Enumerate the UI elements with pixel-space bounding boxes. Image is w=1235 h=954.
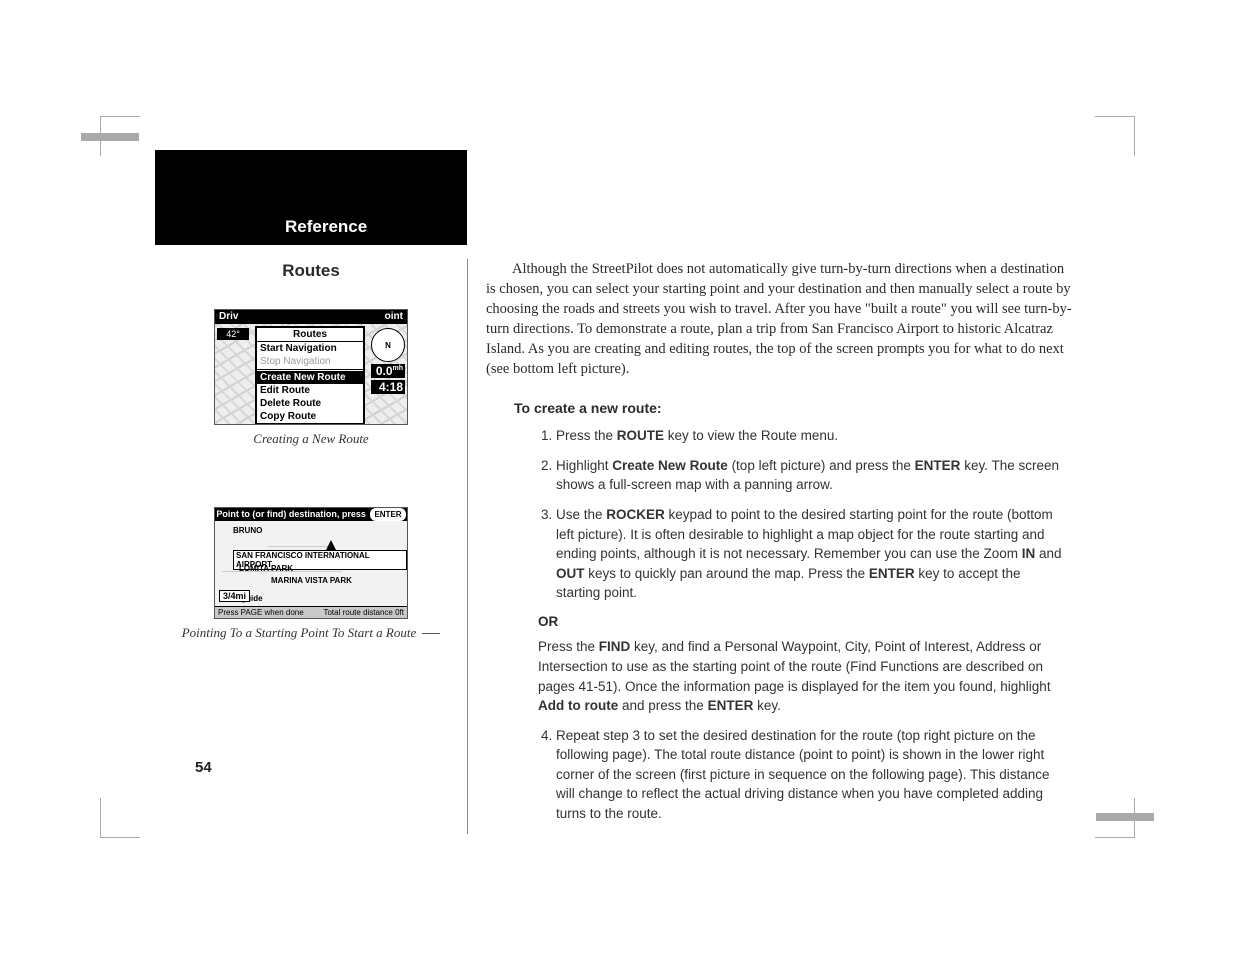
dev2-topbar-text: Point to (or find) destination, press bbox=[216, 509, 366, 519]
dev2-topbar-pill: ENTER bbox=[370, 508, 405, 521]
procedure-steps: Press the ROUTE key to view the Route me… bbox=[556, 426, 1075, 603]
page-number: 54 bbox=[195, 759, 212, 776]
compass-icon: N bbox=[371, 328, 405, 362]
menu-create-route: Create New Route bbox=[257, 371, 363, 384]
sidebar-column: Routes Driv oint 42° Routes Start Naviga… bbox=[155, 259, 467, 834]
label-lomita: LOMITA PARK bbox=[239, 564, 293, 573]
figure1-caption: Creating a New Route bbox=[253, 431, 368, 447]
manual-page: Reference Routes Driv oint 42° Routes St… bbox=[155, 150, 1075, 770]
dev2-bottom-right: Total route distance 0ft bbox=[323, 607, 404, 618]
body-column: Although the StreetPilot does not automa… bbox=[467, 259, 1075, 834]
step-1: Press the ROUTE key to view the Route me… bbox=[556, 426, 1075, 446]
dev1-time: 4:18 bbox=[371, 380, 405, 394]
caption-leader-line bbox=[422, 633, 440, 634]
figure2-caption: Pointing To a Starting Point To Start a … bbox=[182, 625, 417, 641]
menu-edit-route: Edit Route bbox=[257, 384, 363, 397]
section-header: Reference bbox=[155, 150, 467, 245]
label-marina: MARINA VISTA PARK bbox=[271, 576, 352, 585]
dev1-top-right: oint bbox=[385, 310, 403, 324]
subsection-title: Routes bbox=[282, 261, 340, 281]
step-2: Highlight Create New Route (top left pic… bbox=[556, 456, 1075, 495]
dev1-menu: Routes Start Navigation Stop Navigation … bbox=[255, 326, 365, 425]
menu-start-nav: Start Navigation bbox=[257, 342, 363, 355]
menu-delete-route: Delete Route bbox=[257, 397, 363, 410]
dev2-bottom-left: Press PAGE when done bbox=[218, 607, 304, 618]
or-block: Press the FIND key, and find a Personal … bbox=[538, 637, 1067, 715]
procedure-heading: To create a new route: bbox=[514, 399, 1075, 418]
dev1-top-left: Driv bbox=[219, 310, 238, 324]
procedure-steps-cont: Repeat step 3 to set the desired destina… bbox=[556, 726, 1075, 824]
step-4: Repeat step 3 to set the desired destina… bbox=[556, 726, 1075, 824]
dev2-scale: 3/4mi bbox=[219, 590, 250, 602]
intro-paragraph: Although the StreetPilot does not automa… bbox=[486, 259, 1075, 379]
figure-routes-menu: Driv oint 42° Routes Start Navigation St… bbox=[214, 309, 408, 425]
label-bruno: BRUNO bbox=[233, 526, 262, 535]
dev1-menu-title: Routes bbox=[257, 328, 363, 342]
figure-map-pointer: Point to (or find) destination, press EN… bbox=[214, 507, 408, 619]
step-3: Use the ROCKER keypad to point to the de… bbox=[556, 505, 1075, 603]
or-label: OR bbox=[538, 613, 1075, 632]
menu-stop-nav: Stop Navigation bbox=[257, 355, 363, 368]
menu-copy-route: Copy Route bbox=[257, 410, 363, 423]
dev1-distance: 0.0mh bbox=[371, 364, 405, 378]
panning-arrow-icon bbox=[326, 540, 336, 550]
section-title: Reference bbox=[285, 217, 367, 237]
dev1-heading: 42° bbox=[217, 328, 249, 340]
